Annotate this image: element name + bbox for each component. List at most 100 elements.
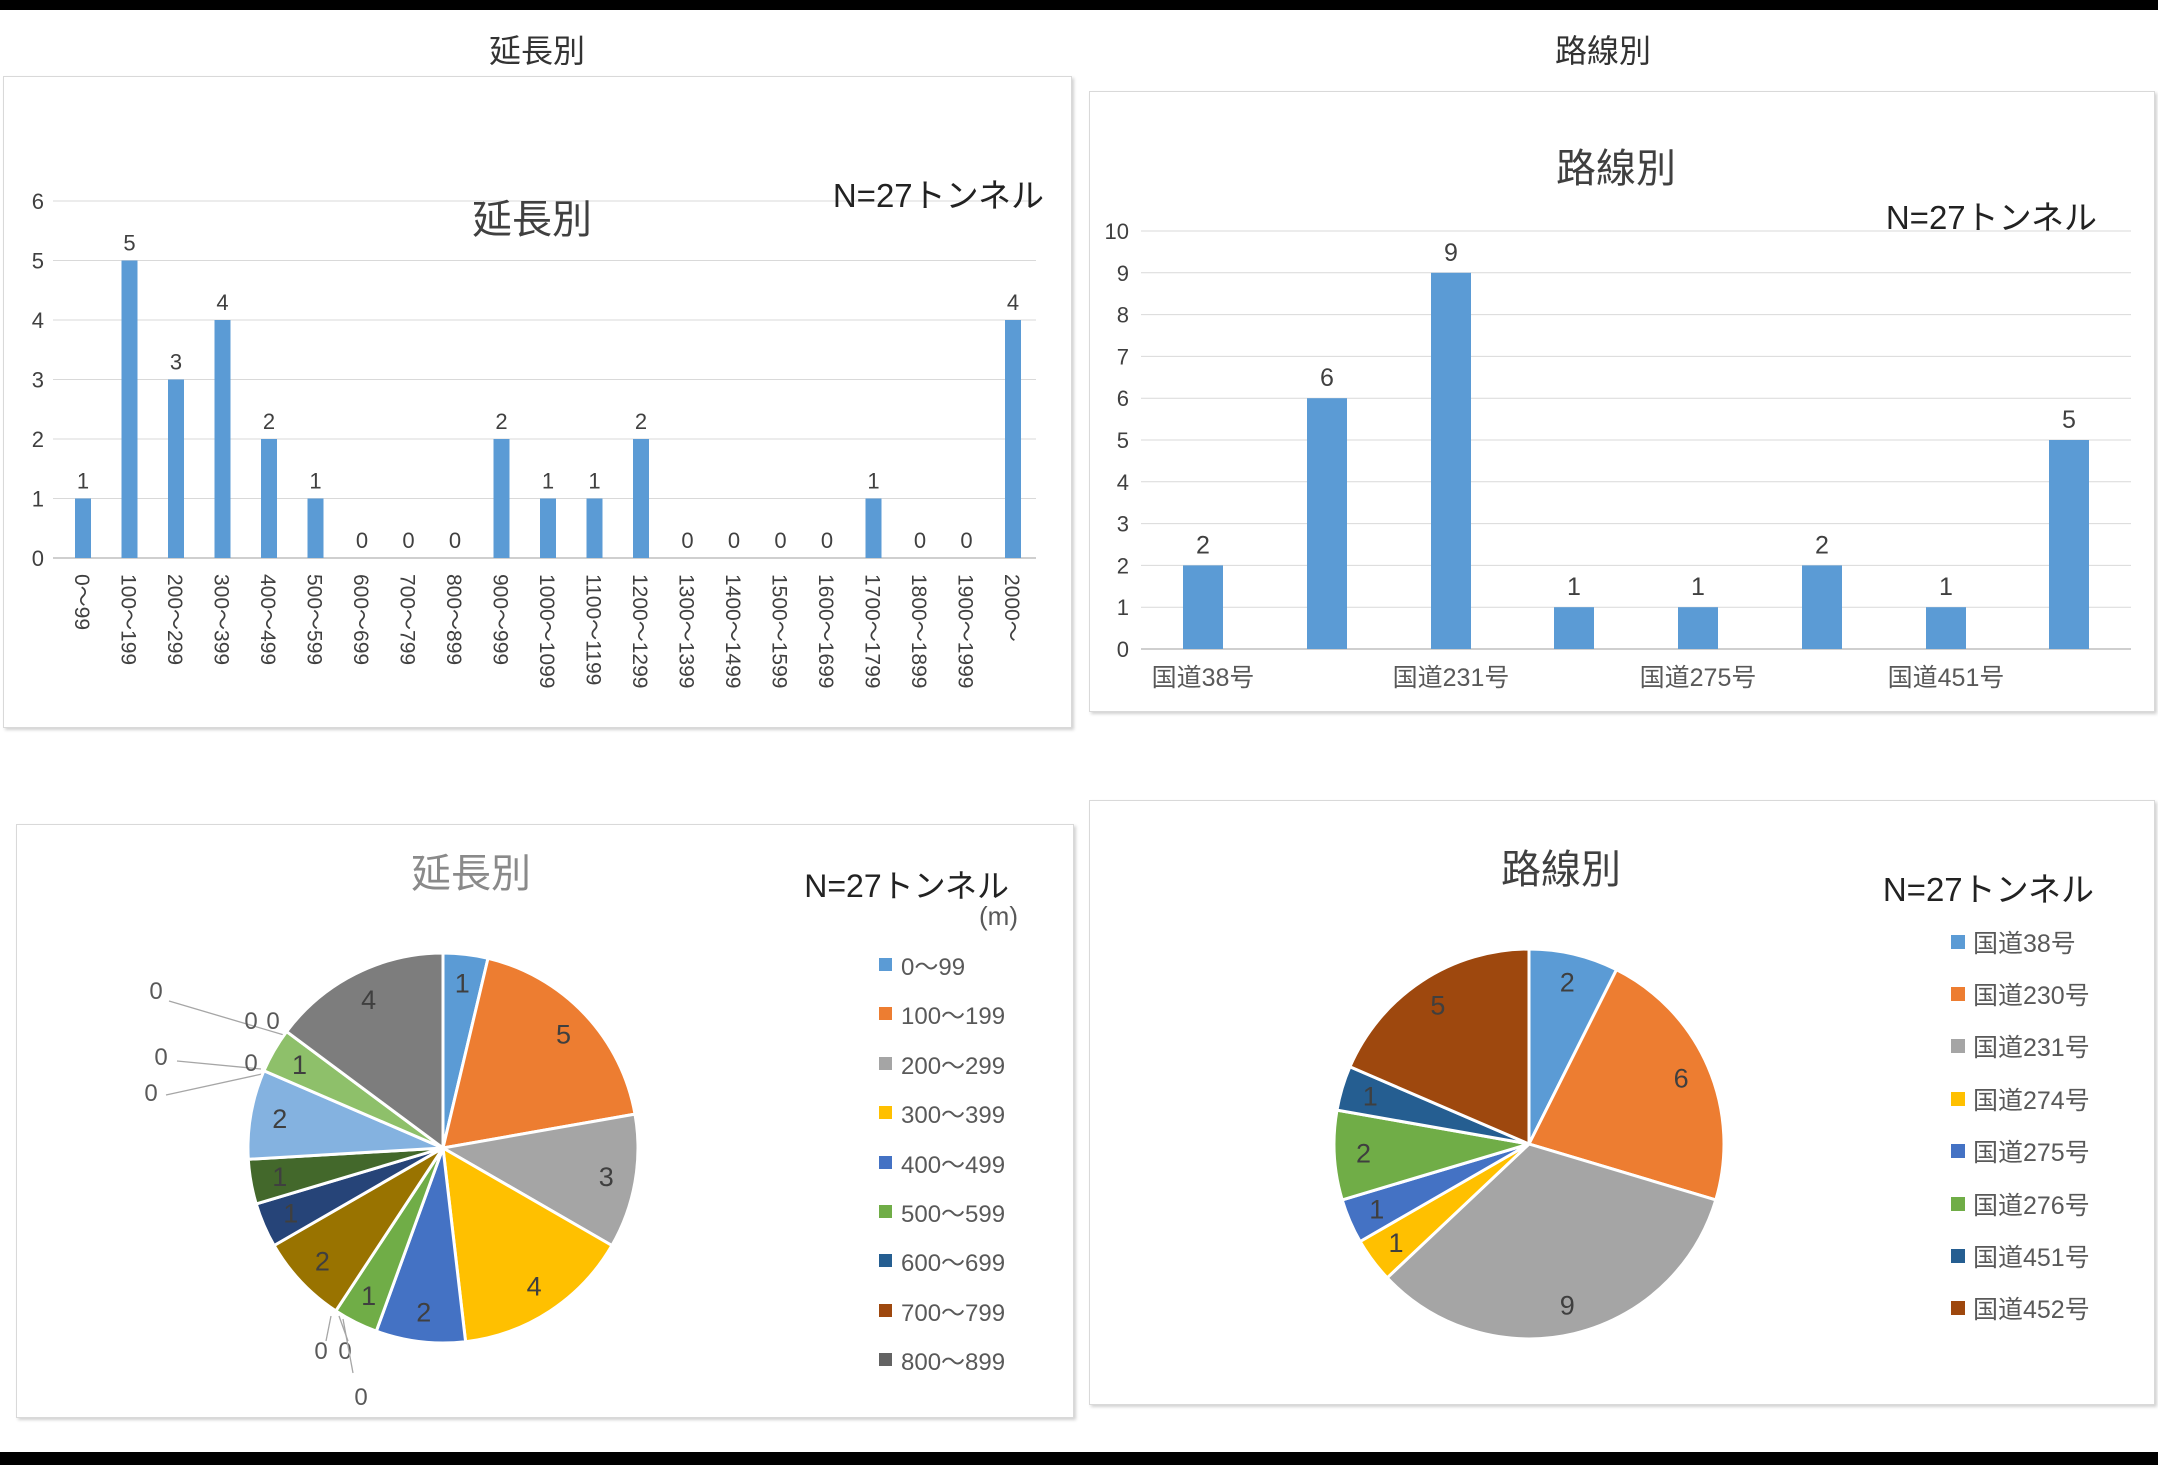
bar-value-label: 1 xyxy=(309,469,321,494)
zero-value-label: 0 xyxy=(354,1384,367,1411)
bar[interactable] xyxy=(1183,565,1223,649)
y-tick-label: 4 xyxy=(1117,470,1129,495)
chart-panel-bar-length[interactable]: 延長別 N=27トンネル 0 1 2 3 4 5 6 1 0～99 5 100～199 3 200～29… xyxy=(3,76,1072,728)
bar[interactable] xyxy=(168,379,184,559)
chart-note: N=27トンネル xyxy=(1885,199,2097,236)
legend-item[interactable]: 400～499 xyxy=(879,1145,1005,1180)
legend-swatch xyxy=(1951,1091,1965,1106)
legend-item[interactable]: 0～99 xyxy=(879,947,965,982)
chart-note: N=27トンネル xyxy=(832,177,1044,214)
slice-value-label: 1 xyxy=(455,968,470,998)
bar[interactable] xyxy=(75,498,91,559)
legend-item[interactable]: 国道276号 xyxy=(1951,1186,2090,1222)
bar[interactable] xyxy=(1431,272,1471,649)
bar[interactable] xyxy=(540,498,556,559)
leader-line xyxy=(165,1073,263,1096)
chart-note: N=27トンネル xyxy=(804,868,1009,904)
bar[interactable] xyxy=(1005,320,1021,558)
x-tick-label: 500～599 xyxy=(303,574,326,665)
bar[interactable] xyxy=(865,498,882,559)
legend-item[interactable]: 500～599 xyxy=(879,1194,1005,1229)
legend-swatch xyxy=(1951,1248,1965,1263)
x-tick-label: 900～999 xyxy=(489,574,512,665)
pie-slice[interactable] xyxy=(1348,947,1531,1146)
legend-label: 800～899 xyxy=(901,1349,1006,1377)
legend-pie-route: 国道38号国道230号 国道231号国道274号国道275号 国道276号 国道451… xyxy=(1090,801,2154,1404)
bar[interactable] xyxy=(2049,440,2089,649)
legend-item[interactable]: 200～299 xyxy=(879,1046,1005,1081)
legend-item[interactable]: 100～199 xyxy=(879,996,1005,1031)
leader-line xyxy=(168,1000,285,1036)
y-tick-label: 1 xyxy=(1117,595,1129,620)
slice-value-label: 2 xyxy=(315,1247,330,1277)
header-label-route: 路線別 xyxy=(1555,33,1652,69)
legend-item[interactable]: 800～899 xyxy=(879,1342,1005,1377)
bar-value-label: 2 xyxy=(495,409,507,434)
legend-swatch xyxy=(1951,1039,1965,1054)
leader-line xyxy=(342,1318,354,1374)
bar[interactable] xyxy=(493,439,510,558)
slice-value-label: 5 xyxy=(1430,991,1445,1021)
chart-title: 延長別 xyxy=(411,852,531,896)
pie-slice[interactable] xyxy=(1527,968,1726,1202)
bar[interactable] xyxy=(586,498,603,559)
legend-swatch xyxy=(1951,986,1965,1001)
bar[interactable] xyxy=(633,439,649,558)
bar[interactable] xyxy=(121,260,138,559)
bar-value-label: 1 xyxy=(1691,573,1705,601)
y-tick-label: 4 xyxy=(32,308,44,333)
chart-note: N=27トンネル xyxy=(1882,871,2094,908)
pie-slice[interactable] xyxy=(441,956,637,1150)
pie-slice[interactable] xyxy=(441,1146,614,1344)
pie-slice[interactable] xyxy=(1385,1142,1718,1341)
bar[interactable] xyxy=(1802,565,1842,649)
bar[interactable] xyxy=(1307,398,1347,649)
legend-item[interactable]: 国道275号 xyxy=(1951,1133,2090,1169)
x-tick-label: 2000～ xyxy=(1000,574,1023,642)
pie-slice[interactable] xyxy=(285,951,445,1150)
legend-item[interactable]: 700～799 xyxy=(879,1293,1005,1328)
bar-value-label: 0 xyxy=(356,528,368,553)
legend-swatch xyxy=(879,958,892,971)
legend-label: 600～699 xyxy=(901,1250,1006,1278)
y-tick-label: 6 xyxy=(1117,386,1129,411)
bar-value-label: 0 xyxy=(402,528,414,553)
bar[interactable] xyxy=(307,498,324,559)
slice-value-label: 6 xyxy=(1674,1063,1689,1093)
bar[interactable] xyxy=(1678,607,1718,649)
chart-panel-bar-route[interactable]: 路線別 N=27トンネル 0 1 2 3 4 5 6 7 8 9 10 2 国道38号 6 9 国道231号 1… xyxy=(1089,91,2155,712)
legend-label: 200～299 xyxy=(901,1052,1006,1080)
bar[interactable] xyxy=(261,439,277,558)
legend-item[interactable]: 600～699 xyxy=(879,1243,1005,1278)
bar[interactable] xyxy=(1554,607,1594,649)
legend-item[interactable]: 国道452号 xyxy=(1951,1290,2090,1326)
bar-value-label: 2 xyxy=(635,409,647,434)
pie-slice[interactable] xyxy=(441,1112,640,1247)
legend-item[interactable]: 国道274号 xyxy=(1951,1081,2090,1117)
x-tick-label: 800～899 xyxy=(442,574,465,665)
legend-item[interactable]: 国道38号 xyxy=(1951,924,2076,960)
slice-value-label: 9 xyxy=(1560,1290,1575,1320)
bar-value-label: 0 xyxy=(728,528,740,553)
zero-value-label: 0 xyxy=(154,1044,167,1071)
bar-value-label: 1 xyxy=(542,469,554,494)
bar-chart-route: 0 1 2 3 4 5 6 7 8 9 10 2 国道38号 6 9 国道231号 1 1 国道275号 2 1 国道45… xyxy=(1105,219,2131,692)
y-tick-label: 2 xyxy=(1117,553,1129,578)
legend-item[interactable]: 国道451号 xyxy=(1951,1238,2090,1274)
x-tick-label: 1300～1399 xyxy=(675,574,698,688)
bar[interactable] xyxy=(1926,607,1966,649)
legend-label: 国道274号 xyxy=(1973,1086,2090,1115)
y-tick-label: 3 xyxy=(32,368,44,393)
legend-item[interactable]: 300～399 xyxy=(879,1095,1005,1130)
bar-chart-length: 012345610～995100～1993200～2994300～3992400… xyxy=(32,189,1036,688)
y-tick-label: 6 xyxy=(32,189,44,214)
legend-item[interactable]: 国道231号 xyxy=(1951,1028,2090,1064)
slice-value-label: 1 xyxy=(272,1162,287,1192)
bar[interactable] xyxy=(214,320,231,558)
legend-item[interactable]: 国道230号 xyxy=(1951,976,2090,1012)
slice-value-label: 4 xyxy=(527,1271,542,1301)
zero-value-label: 0 xyxy=(244,1008,257,1035)
y-tick-label: 10 xyxy=(1105,219,1129,244)
